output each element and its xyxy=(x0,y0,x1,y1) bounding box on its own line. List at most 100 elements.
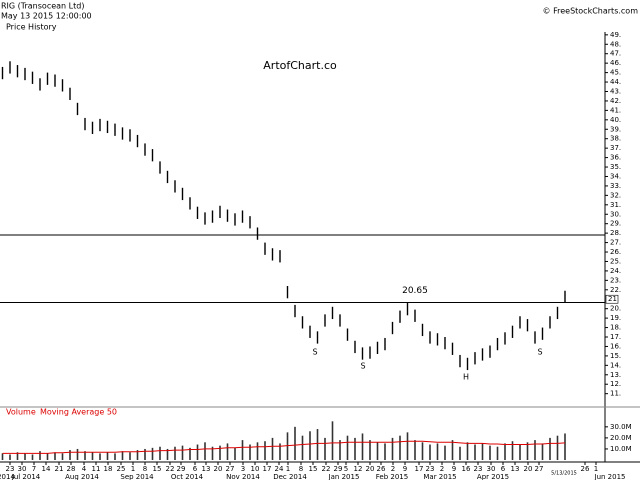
y-tick-label: 34. xyxy=(610,172,621,180)
x-tick-label: 20 xyxy=(214,465,223,473)
volume-bar xyxy=(151,447,154,460)
x-tick-label: 8 xyxy=(143,465,147,473)
x-tick-label: 6 xyxy=(193,465,198,473)
volume-bar xyxy=(474,444,476,460)
month-label: Dec 2014 xyxy=(273,473,307,480)
volume-bar xyxy=(204,442,206,460)
volume-bar xyxy=(339,440,341,460)
y-tick-label: 49. xyxy=(610,31,621,39)
y-tick-label: 12. xyxy=(610,380,621,388)
volume-bar xyxy=(429,444,431,460)
y-tick-label: 38. xyxy=(610,135,621,143)
volume-bar xyxy=(324,437,326,460)
x-tick-label: 23 xyxy=(426,465,435,473)
timestamp: May 13 2015 12:00:00 xyxy=(1,12,92,21)
volume-bar xyxy=(309,431,311,460)
last-price-box xyxy=(605,294,619,304)
y-tick-label: 14. xyxy=(610,361,621,369)
volume-bar xyxy=(414,440,416,460)
volume-bar xyxy=(91,452,94,460)
x-tick-label: 16 xyxy=(462,465,471,473)
volume-bar xyxy=(46,453,49,460)
x-tick-label: 13 xyxy=(202,465,211,473)
y-tick-label: 35. xyxy=(610,163,621,171)
x-tick-label: 9 xyxy=(403,465,407,473)
volume-bar xyxy=(219,445,221,460)
x-tick-label: 21 xyxy=(55,465,64,473)
volume-bar xyxy=(271,437,274,460)
volume-bar xyxy=(481,443,484,460)
volume-bar xyxy=(24,453,26,460)
x-tick-label: 10 xyxy=(251,465,260,473)
y-tick-label: 20. xyxy=(610,305,621,313)
pattern-label: H xyxy=(463,373,469,382)
x-tick-label: 1 xyxy=(286,465,290,473)
y-tick-label: 24. xyxy=(610,267,621,275)
volume-bar xyxy=(361,433,364,460)
volume-bar xyxy=(451,440,454,460)
x-tick-label: 29 xyxy=(177,465,186,473)
y-tick-label: 15. xyxy=(610,352,621,360)
watermark: ArtofChart.co xyxy=(263,59,337,72)
volume-bar xyxy=(129,452,131,460)
y-tick-label: 25. xyxy=(610,257,621,265)
volume-bar xyxy=(384,443,386,460)
x-tick-label: 17 xyxy=(415,465,424,473)
current-date: 5/13/2015 xyxy=(551,471,577,477)
volume-bar xyxy=(279,443,281,460)
volume-bar xyxy=(526,442,529,460)
volume-bar xyxy=(556,435,559,460)
credit: © FreeStockCharts.com xyxy=(543,7,639,16)
y-tick-label: 46. xyxy=(610,59,621,67)
volume-bar xyxy=(511,441,514,460)
y-tick-label: 30.0M xyxy=(610,423,632,431)
volume-bar xyxy=(459,446,461,460)
volume-bar xyxy=(211,446,214,460)
volume-bar xyxy=(466,442,469,460)
volume-bar xyxy=(84,451,86,460)
y-tick-label: 39. xyxy=(610,125,621,133)
x-tick-label: 26 xyxy=(581,465,590,473)
x-tick-label: 6 xyxy=(501,465,506,473)
x-tick-label: 23 xyxy=(474,465,483,473)
month-label: Sep 2014 xyxy=(120,473,154,480)
x-tick-label: 12 xyxy=(354,465,363,473)
legend-entry: Volume xyxy=(6,408,36,417)
volume-bar xyxy=(144,448,146,460)
x-tick-label: 2 xyxy=(391,465,395,473)
volume-bar xyxy=(136,450,139,460)
x-tick-label: 13 xyxy=(511,465,520,473)
volume-bar xyxy=(346,435,349,460)
y-tick-label: 20.0M xyxy=(610,434,632,442)
volume-bar xyxy=(189,447,191,460)
x-tick-label: 14 xyxy=(42,465,51,473)
month-label: Feb 2015 xyxy=(376,473,408,480)
moving-average-line xyxy=(2,440,566,454)
y-tick-label: 36. xyxy=(610,154,621,162)
x-tick-label: 22 xyxy=(166,465,175,473)
y-tick-label: 33. xyxy=(610,182,621,190)
x-tick-label: 30 xyxy=(487,465,496,473)
volume-bar xyxy=(316,429,319,460)
x-tick-label: 20 xyxy=(366,465,375,473)
volume-bar xyxy=(106,452,109,460)
volume-bar xyxy=(369,440,371,460)
y-tick-label: 22. xyxy=(610,286,621,294)
y-tick-label: 28. xyxy=(610,229,621,237)
volume-bar xyxy=(444,445,446,460)
volume-bar xyxy=(39,451,41,460)
y-tick-label: 40. xyxy=(610,116,621,124)
volume-bar xyxy=(181,445,184,460)
volume-bar xyxy=(234,447,236,460)
volume-bar xyxy=(256,442,259,460)
volume-bar xyxy=(496,446,499,460)
x-tick-label: 9 xyxy=(452,465,456,473)
volume-bar xyxy=(489,445,491,460)
x-tick-label: 1 xyxy=(131,465,135,473)
volume-bar xyxy=(196,444,199,460)
volume-bar xyxy=(331,421,334,460)
x-tick-label: 28 xyxy=(67,465,76,473)
volume-bar xyxy=(226,443,229,460)
